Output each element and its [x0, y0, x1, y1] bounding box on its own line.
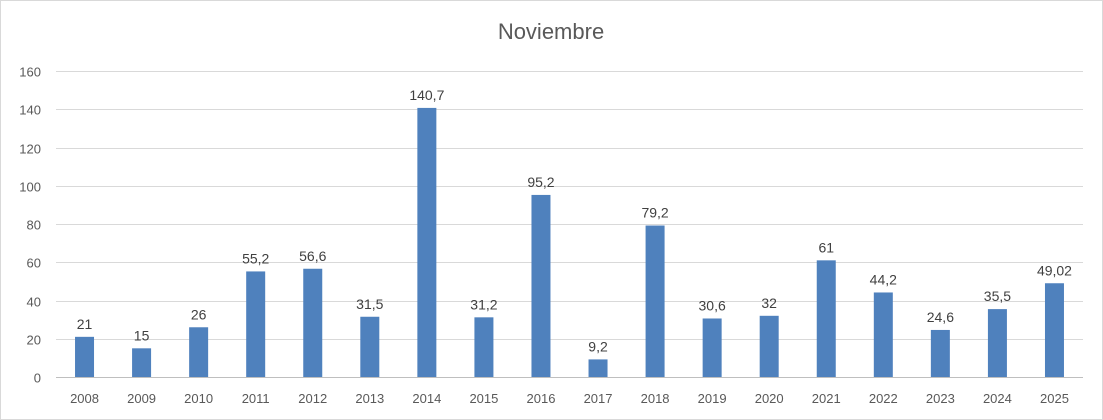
bar [1044, 283, 1064, 377]
y-tick-label: 140 [19, 103, 41, 118]
bar [189, 327, 209, 377]
bar [75, 336, 95, 377]
data-label: 95,2 [527, 174, 554, 190]
x-tick-label: 2025 [1040, 391, 1069, 406]
x-tick-label: 2012 [298, 391, 327, 406]
y-axis-ticks: 0 20 40 60 80 100 120 140 160 [19, 65, 41, 386]
x-tick-label: 2008 [70, 391, 99, 406]
gridlines [56, 71, 1083, 378]
y-tick-label: 20 [27, 333, 41, 348]
x-tick-label: 2020 [755, 391, 784, 406]
data-label: 140,7 [409, 87, 444, 103]
data-label: 31,5 [356, 296, 383, 312]
data-label: 21 [77, 316, 93, 332]
y-tick-label: 60 [27, 256, 41, 271]
y-tick-label: 0 [34, 371, 41, 386]
bar [816, 260, 836, 377]
y-tick-label: 100 [19, 180, 41, 195]
x-tick-label: 2010 [184, 391, 213, 406]
data-label: 30,6 [699, 297, 726, 313]
y-tick-label: 160 [19, 65, 41, 80]
x-tick-label: 2013 [355, 391, 384, 406]
x-tick-label: 2022 [869, 391, 898, 406]
bar [759, 315, 779, 377]
bar [588, 359, 608, 377]
bar [645, 225, 665, 377]
data-label: 61 [818, 239, 834, 255]
y-tick-label: 40 [27, 295, 41, 310]
data-label: 56,6 [299, 248, 326, 264]
x-tick-label: 2024 [983, 391, 1012, 406]
x-tick-label: 2009 [127, 391, 156, 406]
x-tick-label: 2015 [469, 391, 498, 406]
data-label: 31,2 [470, 296, 497, 312]
bar [132, 348, 152, 377]
x-tick-label: 2023 [926, 391, 955, 406]
bar [702, 318, 722, 377]
x-tick-label: 2017 [584, 391, 613, 406]
data-label: 49,02 [1037, 262, 1072, 278]
bar [303, 268, 323, 377]
bar [474, 317, 494, 377]
x-tick-label: 2018 [641, 391, 670, 406]
y-tick-label: 120 [19, 142, 41, 157]
x-axis-ticks: 2008 2009 2010 2011 2012 2013 2014 2015 2016 2017… [70, 391, 1069, 406]
x-tick-label: 2011 [242, 391, 270, 406]
x-tick-label: 2014 [412, 391, 441, 406]
data-label: 32 [761, 295, 777, 311]
data-label: 35,5 [984, 288, 1011, 304]
x-tick-label: 2021 [812, 391, 841, 406]
data-label: 26 [191, 306, 207, 322]
bar [417, 107, 437, 377]
x-tick-label: 2019 [698, 391, 727, 406]
data-label: 24,6 [927, 309, 954, 325]
data-label: 44,2 [870, 271, 897, 287]
data-label: 9,2 [588, 338, 608, 354]
y-tick-label: 80 [27, 218, 41, 233]
data-label: 55,2 [242, 250, 269, 266]
data-label: 79,2 [641, 205, 668, 221]
bar [246, 271, 266, 377]
x-tick-label: 2016 [527, 391, 556, 406]
bar [930, 329, 950, 377]
bar [531, 194, 551, 377]
bar [987, 309, 1007, 377]
data-labels: 21 15 26 55,2 56,6 31,5 140,7 31,2 95,2 9,2 79,2 30… [77, 87, 1072, 354]
bar [873, 292, 893, 377]
bars [75, 107, 1064, 377]
bar [360, 316, 380, 377]
data-label: 15 [134, 327, 150, 343]
chart-title: Noviembre [498, 19, 604, 44]
